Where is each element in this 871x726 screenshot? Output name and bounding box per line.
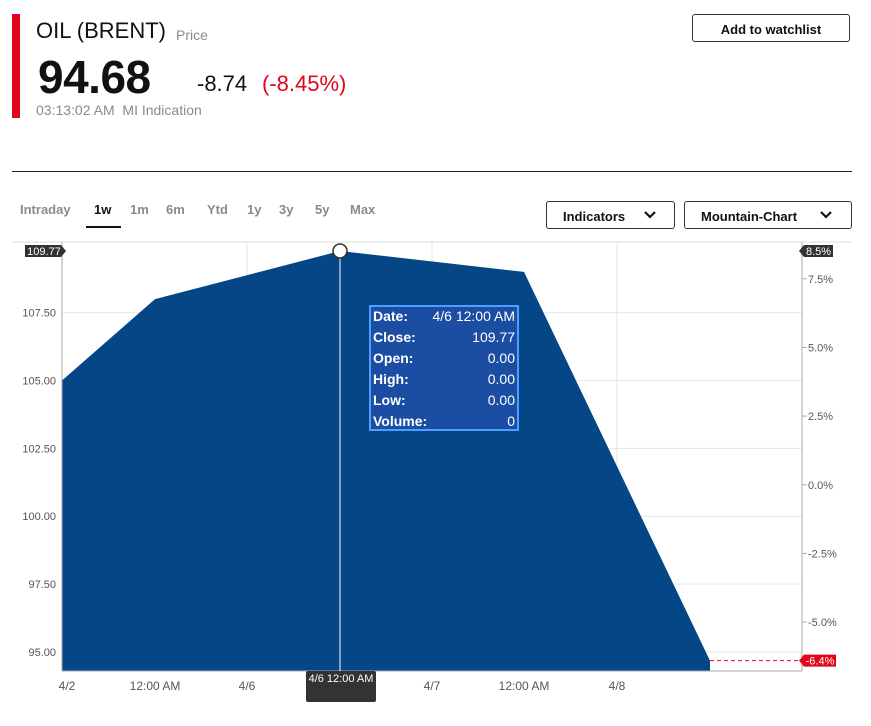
tab-ytd[interactable]: Ytd: [207, 202, 228, 217]
y-tick-label: 95.00: [28, 647, 56, 659]
crosshair-date-badge: 4/6 12:00 AM: [306, 671, 376, 702]
chevron-down-icon: [820, 211, 832, 219]
pct-last-badge-text: -6.4%: [806, 656, 835, 668]
pct-high-badge-shape: [799, 245, 833, 257]
tab-6m[interactable]: 6m: [166, 202, 185, 217]
hover-marker: [332, 243, 348, 259]
indicators-dropdown[interactable]: Indicators: [546, 201, 675, 229]
tooltip-row-open: Open: 0.00: [373, 350, 515, 366]
tooltip-row-high: High: 0.00: [373, 371, 515, 387]
quote-timestamp: 03:13:02 AM MI Indication: [36, 102, 202, 118]
x-tick-label: 4/8: [609, 679, 626, 693]
pct-high-badge-text: 8.5%: [806, 246, 831, 258]
tooltip-row-low: Low: 0.00: [373, 392, 515, 408]
pct-last-badge: -6.4%: [799, 654, 836, 668]
price-change-percent: (-8.45%): [262, 71, 347, 96]
tab-3y[interactable]: 3y: [279, 202, 294, 217]
pct-tick-label: 7.5%: [808, 274, 833, 286]
tab-intraday[interactable]: Intraday: [20, 202, 71, 217]
tab-1m[interactable]: 1m: [130, 202, 149, 217]
pct-high-badge: 8.5%: [799, 245, 833, 258]
y-tick-label: 97.50: [28, 579, 56, 591]
active-tab-indicator: [86, 226, 121, 228]
pct-tick-label: 5.0%: [808, 342, 833, 354]
pct-tick-label: -5.0%: [808, 617, 837, 629]
header-divider: [12, 171, 852, 172]
x-tick-label: 4/2: [59, 679, 76, 693]
tooltip-row-volume: Volume: 0: [373, 413, 515, 429]
indicators-label: Indicators: [563, 209, 626, 224]
tab-max[interactable]: Max: [350, 202, 376, 217]
tab-1y[interactable]: 1y: [247, 202, 262, 217]
x-tick-label: 12:00 AM: [499, 679, 550, 693]
y-tick-label: 107.50: [22, 308, 56, 320]
price-area: [62, 251, 710, 671]
pct-tick-label: 2.5%: [808, 411, 833, 423]
y-tick-label: 100.00: [22, 511, 56, 523]
y-high-badge-shape: [25, 245, 66, 257]
tooltip-row-close: Close: 109.77: [373, 329, 515, 345]
price-change: -8.74: [197, 71, 248, 96]
pct-tick-label: -2.5%: [808, 548, 837, 560]
x-tick-label: 4/7: [424, 679, 441, 693]
price-chart[interactable]: 95.00 97.50 100.00 102.50 105.00 107.50 7.5% 5…: [0, 236, 871, 706]
last-price: 94.68: [38, 51, 151, 103]
instrument-name: OIL (BRENT): [36, 18, 166, 43]
tab-5y[interactable]: 5y: [315, 202, 330, 217]
tooltip-row-date: Date: 4/6 12:00 AM: [373, 308, 515, 324]
y-high-badge-text: 109.77: [27, 246, 61, 258]
y-tick-label: 105.00: [22, 376, 56, 388]
quote-time: 03:13:02 AM: [36, 102, 115, 118]
instrument-subtitle: Price: [176, 27, 208, 43]
x-tick-label: 12:00 AM: [130, 679, 181, 693]
data-tooltip: Date: 4/6 12:00 AM Close: 109.77 Open: 0.00…: [369, 305, 519, 431]
quote-source: MI Indication: [122, 102, 202, 118]
chevron-down-icon: [644, 211, 656, 219]
pct-tick-label: 0.0%: [808, 480, 833, 492]
chart-type-label: Mountain-Chart: [701, 209, 798, 224]
y-tick-label: 102.50: [22, 443, 56, 455]
tab-1w[interactable]: 1w: [94, 202, 112, 217]
chart-type-dropdown[interactable]: Mountain-Chart: [684, 201, 852, 229]
y-high-badge: 109.77: [25, 245, 66, 258]
x-tick-label: 4/6: [239, 679, 256, 693]
accent-bar: [12, 14, 20, 118]
pct-last-badge-shape: [799, 654, 836, 667]
add-to-watchlist-button[interactable]: Add to watchlist: [692, 14, 850, 42]
